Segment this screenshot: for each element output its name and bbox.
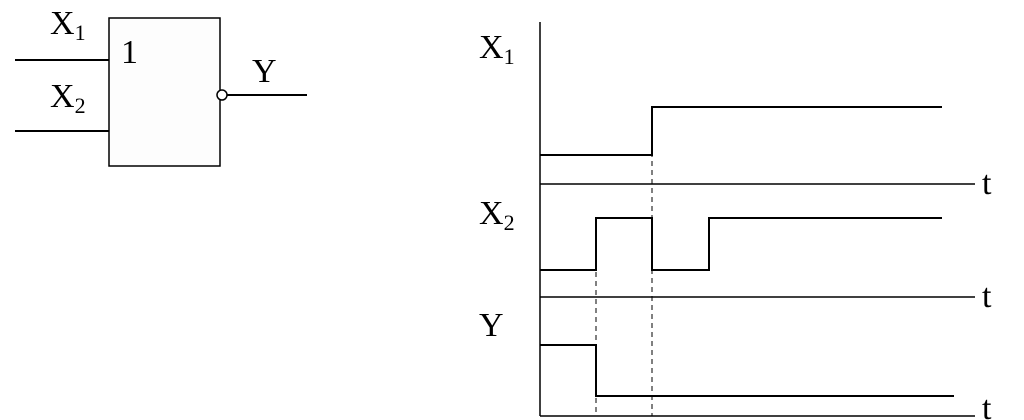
input-name: X	[50, 5, 75, 42]
signal-name: X	[479, 195, 504, 232]
nor-gate: X1 X2 1 Y	[15, 5, 307, 167]
gate-symbol: 1	[121, 34, 138, 71]
timing-diagram: X1 X2 Y t t t	[479, 22, 992, 420]
waveform	[540, 106, 942, 156]
input-label: X1	[50, 5, 86, 45]
gate-body	[108, 17, 221, 167]
signal-subscript: 1	[504, 44, 515, 69]
input-name: X	[50, 78, 75, 115]
signal-label: Y	[479, 307, 504, 344]
time-label: t	[982, 278, 992, 315]
input-label: X2	[50, 78, 86, 118]
output-label: Y	[252, 53, 277, 90]
waveform	[540, 344, 954, 397]
time-label: t	[982, 165, 992, 202]
waveform	[540, 217, 942, 271]
time-label: t	[982, 390, 992, 420]
inversion-bubble	[216, 89, 228, 101]
signal-label: X2	[479, 195, 515, 235]
input-subscript: 2	[75, 93, 86, 118]
signal-name: X	[479, 29, 504, 66]
signal-label: X1	[479, 29, 515, 69]
input-subscript: 1	[75, 20, 86, 45]
signal-subscript: 2	[504, 210, 515, 235]
